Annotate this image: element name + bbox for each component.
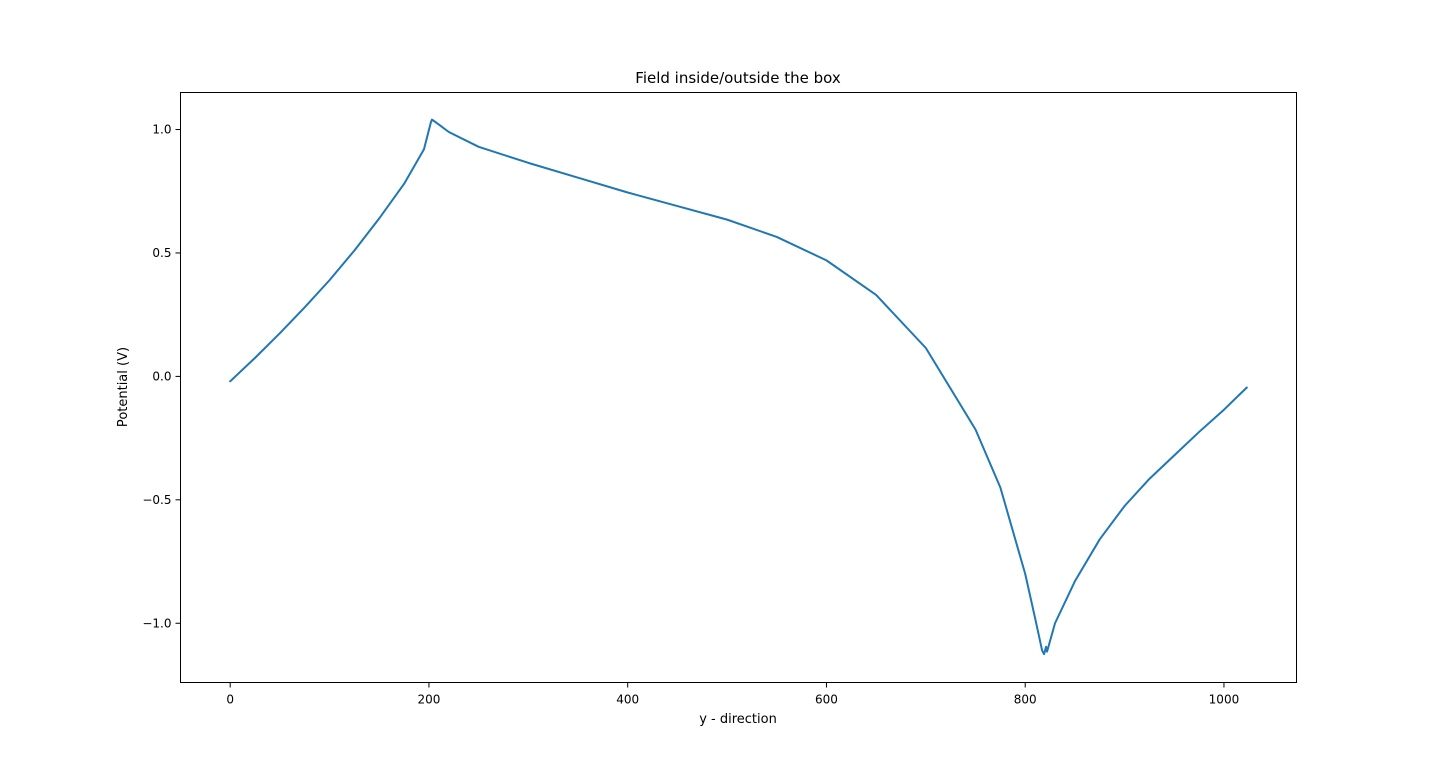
y-tick-label: −0.5 [142,493,171,507]
x-tick-label: 800 [1014,693,1037,707]
y-tick-label: 1.0 [152,123,171,137]
x-tick-label: 0 [226,693,234,707]
y-tick-label: −1.0 [142,616,171,630]
x-tick-label: 400 [616,693,639,707]
y-tick-label: 0.0 [152,369,171,383]
chart-title: Field inside/outside the box [635,69,841,87]
x-axis-label: y - direction [699,712,777,727]
plot-frame [180,92,1297,683]
ticks: 0 200 400 600 800 1000 −1.0 −0.5 0.0 0.5 1.0 [142,123,1239,707]
x-tick-label: 200 [417,693,440,707]
x-tick-label: 1000 [1209,693,1240,707]
series-layer [229,118,1248,656]
y-tick-label: 0.5 [152,246,171,260]
series-line-0 [229,118,1248,656]
x-tick-label: 600 [815,693,838,707]
y-axis-label: Potential (V) [116,347,131,427]
